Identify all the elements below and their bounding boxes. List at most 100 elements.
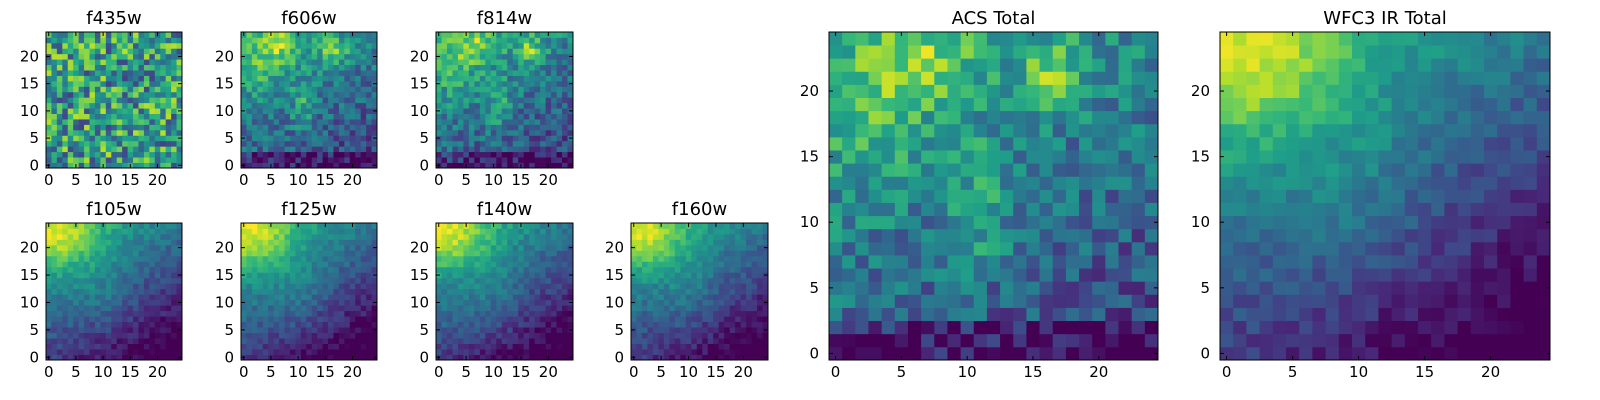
heatmap-cell [556,146,563,153]
heatmap-cell [685,266,692,273]
heatmap-cell [133,283,139,290]
heatmap-cell [122,244,128,251]
heatmap-cell [344,135,351,142]
heatmap-cell [360,140,367,147]
heatmap-cell [273,59,280,66]
heatmap-cell [149,250,156,257]
heatmap-cell [46,140,52,147]
heatmap-cell [360,119,367,125]
heatmap-cell [56,239,63,246]
heatmap-cell [355,266,362,273]
heatmap-cell [176,157,183,163]
heatmap-cell [501,250,508,257]
heatmap-cell [295,261,302,268]
heatmap-cell [165,59,172,66]
heatmap-cell [62,86,69,93]
heatmap-cell [73,129,80,136]
heatmap-cell [311,244,318,251]
heatmap-cell [56,310,63,317]
heatmap-cell [262,255,269,262]
heatmap-cell [507,343,514,350]
heatmap-cell [143,151,150,158]
heatmap-cell [268,343,275,350]
heatmap-cell [355,129,362,136]
heatmap-cell [501,64,508,71]
heatmap-cell [669,250,676,257]
heatmap-cell [46,288,52,295]
heatmap-cell [338,277,345,284]
heatmap-cell [1039,202,1054,217]
heatmap-cell [116,299,123,306]
heatmap-cell [436,64,442,71]
heatmap-cell [328,283,334,290]
heatmap-cell [529,70,536,76]
heatmap-cell [658,294,665,301]
heatmap-cell [1131,215,1146,230]
heatmap-cell [268,255,275,262]
heatmap-cell [496,299,503,306]
heatmap-cell [133,327,139,333]
heatmap-cell [567,140,574,147]
heatmap-cell [534,113,541,120]
heatmap-cell [138,283,145,290]
heatmap-cell [523,310,530,317]
heatmap-cell [751,354,758,361]
heatmap-cell [251,288,258,295]
heatmap-cell [306,119,313,125]
heatmap-cell [160,48,167,55]
heatmap-cell [143,250,150,257]
heatmap-cell [111,239,118,246]
heatmap-cell [89,102,96,109]
heatmap-cell [907,333,922,348]
heatmap-cell [127,70,134,76]
heatmap-cell [921,320,935,335]
heatmap-cell [501,80,508,87]
heatmap-cell [551,233,557,240]
heatmap-cell [567,48,574,55]
heatmap-cell [713,250,720,257]
heatmap-cell [78,37,85,44]
heatmap-cell [496,332,503,339]
heatmap-cell [724,277,731,284]
heatmap-cell [295,97,302,104]
heatmap-cell [512,327,519,333]
heatmap-cell [251,162,258,169]
heatmap-cell [322,140,329,147]
heatmap-cell [279,108,285,114]
heatmap-cell [51,140,58,147]
heatmap-cell [56,64,63,71]
heatmap-cell [317,80,323,87]
heatmap-cell [463,255,470,262]
heatmap-cell [171,305,177,312]
heatmap-cell [534,283,541,290]
x-tick-label: 20 [734,363,753,381]
heatmap-cell [133,277,139,284]
heatmap-cell [545,91,552,98]
heatmap-cell [457,70,464,76]
heatmap-cell [317,321,323,328]
heatmap-cell [279,299,285,306]
heatmap-cell [251,354,258,361]
heatmap-cell [251,80,258,87]
heatmap-cell [1079,241,1093,256]
heatmap-cell [556,80,563,87]
heatmap-cell [284,332,291,339]
heatmap-cell [474,283,481,290]
heatmap-cell [507,80,514,87]
heatmap-cell [474,86,481,93]
heatmap-cell [631,261,637,268]
heatmap-cell [551,332,557,339]
heatmap-cell [829,150,843,164]
heatmap-cell [1052,189,1067,203]
heatmap-cell [907,163,922,177]
heatmap-cell [62,151,69,158]
heatmap-cell [751,288,758,295]
heatmap-cell [311,59,318,66]
heatmap-cell [829,307,843,322]
heatmap-cell [94,162,101,169]
heatmap-cell [452,228,459,235]
heatmap-cell [154,113,161,120]
heatmap-cell [111,140,118,147]
heatmap-cell [829,241,843,256]
heatmap-cell [518,113,525,120]
